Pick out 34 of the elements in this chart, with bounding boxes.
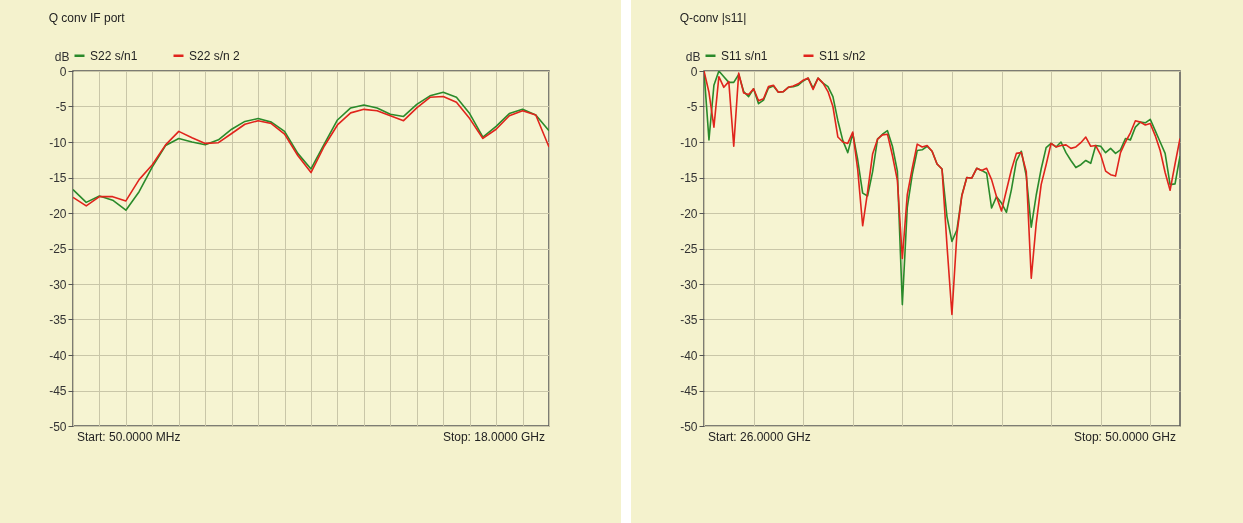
text: Stop: 50.0000 GHz (1073, 430, 1176, 444)
legend-label: S11 s/n2 (819, 48, 866, 63)
y-tick-label: -35 (49, 313, 67, 327)
y-tick-label: -45 (49, 384, 67, 398)
y-tick-label: 0 (690, 64, 698, 79)
y-tick-label: -30 (49, 277, 67, 292)
y-tick-label: 0 (59, 64, 67, 79)
y-tick-label: -20 (49, 206, 67, 221)
y-tick-label: -50 (680, 419, 698, 434)
chart-title: Q conv IF port (48, 11, 126, 25)
y-axis-title: dB (685, 49, 701, 64)
legend-label: S22 s/n1 (90, 48, 138, 63)
text: Stop: 18.0000 GHz (442, 430, 545, 444)
y-tick-label: -30 (680, 277, 698, 292)
legend-label: S11 s/n1 (721, 48, 768, 63)
y-tick-label: -35 (680, 313, 698, 327)
text: Start: 26.0000 GHz (708, 430, 811, 444)
y-tick-label: -10 (680, 135, 698, 150)
y-tick-label: -20 (680, 206, 698, 221)
y-tick-label: -50 (49, 419, 67, 434)
y-tick-label: -25 (49, 242, 67, 256)
legend-label: S22 s/n 2 (189, 48, 241, 63)
y-tick-label: -5 (686, 100, 698, 114)
y-tick-label: -25 (680, 242, 698, 256)
y-tick-label: -5 (55, 100, 67, 114)
y-tick-label: -40 (49, 348, 67, 363)
chart-title: Q-conv |s11| (679, 11, 747, 25)
y-tick-label: -40 (680, 348, 698, 363)
y-tick-label: -15 (49, 171, 67, 185)
y-tick-label: -15 (680, 171, 698, 185)
y-axis-title: dB (54, 49, 70, 64)
text: Start: 50.0000 MHz (77, 430, 181, 444)
y-tick-label: -10 (49, 135, 67, 150)
y-tick-label: -45 (680, 384, 698, 398)
